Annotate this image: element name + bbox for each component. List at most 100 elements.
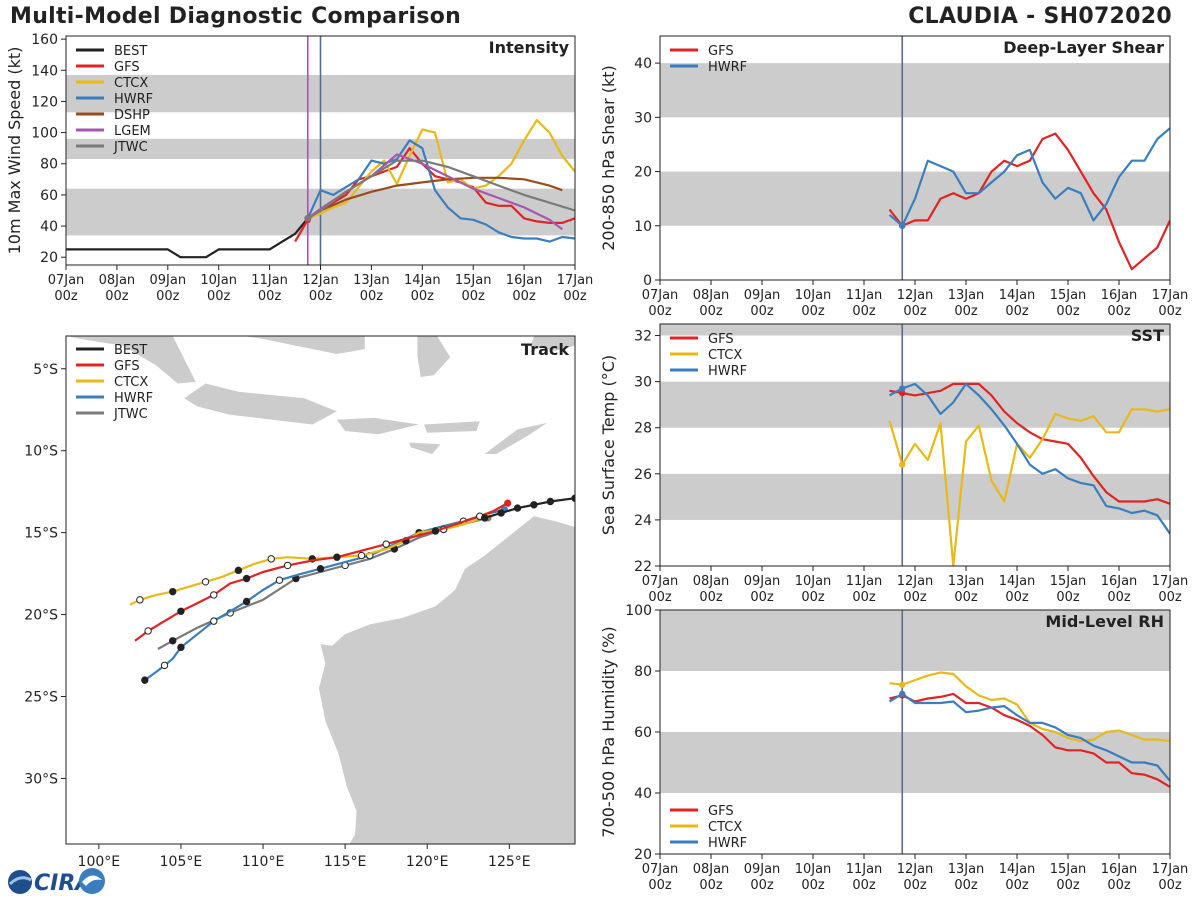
intensity-xtick-label: 00z [105, 289, 129, 304]
intensity-xtick-label: 00z [360, 289, 384, 304]
flores-island [423, 421, 480, 433]
sst-xtick-label: 07Jan [642, 574, 679, 589]
sst-xtick-label: 15Jan [1050, 574, 1087, 589]
track-point-hwrf [210, 617, 218, 625]
sst-ytick-label: 22 [634, 559, 652, 575]
intensity-xtick-label: 07Jan [48, 273, 85, 288]
sst-marker-gfs [899, 389, 906, 397]
shear-xtick-label: 00z [1158, 304, 1182, 319]
track-xtick-label: 110°E [242, 854, 285, 870]
shear-xtick-label: 11Jan [846, 288, 883, 303]
sst-series-gfs [889, 382, 1170, 505]
track-point-gfs [177, 607, 185, 616]
track-point-gfs [283, 561, 292, 570]
track-point-jtwc [169, 637, 177, 645]
rh-series-ctcx [889, 671, 1170, 743]
sst-marker-hwrf [899, 385, 906, 392]
track-legend-label: HWRF [114, 391, 153, 406]
track-point-hwrf [242, 597, 251, 606]
track-point-hwrf [141, 676, 149, 684]
track-point-hwrf [316, 564, 325, 573]
sst-xtick-label: 00z [1107, 590, 1131, 605]
intensity-series-hwrf [306, 139, 575, 243]
shear-ytick-label: 30 [634, 110, 652, 126]
track-point-ctcx [169, 587, 177, 596]
track-point-best [546, 497, 555, 506]
track-point-hwrf [275, 576, 284, 584]
rh-ylabel: 700-500 hPa Humidity (%) [599, 626, 618, 837]
intensity-series-dshp [307, 176, 563, 220]
sst-xtick-label: 14Jan [999, 574, 1036, 589]
intensity-legend-label: JTWC [113, 140, 148, 155]
sst-xtick-label: 00z [903, 590, 927, 605]
intensity-xtick-label: 00z [207, 289, 231, 304]
bali-lombok-islands [336, 417, 419, 435]
rh-xtick-label: 00z [1107, 878, 1131, 893]
rh-title: Mid-Level RH [1045, 612, 1164, 631]
sst-series-hwrf [888, 382, 1170, 535]
sst-xtick-label: 00z [648, 590, 672, 605]
rh-band [660, 732, 1170, 793]
track-xtick-label: 105°E [160, 854, 203, 870]
track-point-gfs [144, 627, 152, 635]
logo-globe-icon [8, 870, 32, 894]
shear-xtick-label: 15Jan [1050, 288, 1087, 303]
shear-xtick-label: 08Jan [693, 288, 730, 303]
sst-xtick-label: 00z [699, 590, 723, 605]
track-point-gfs [210, 591, 218, 599]
shear-xtick-label: 07Jan [642, 288, 679, 303]
rh-ytick-label: 40 [634, 786, 652, 802]
sst-title: SST [1131, 326, 1164, 345]
intensity-ytick-label: 160 [31, 32, 58, 48]
shear-ytick-label: 40 [634, 56, 652, 72]
shear-series-hwrf [888, 127, 1170, 227]
banda-islands [530, 336, 575, 351]
shear-xtick-label: 10Jan [795, 288, 832, 303]
rh-marker-hwrf [899, 690, 906, 698]
sst-xtick-label: 00z [750, 590, 774, 605]
rh-marker-ctcx [899, 681, 906, 688]
track-xtick-label: 125°E [488, 854, 531, 870]
shear-xtick-label: 00z [1005, 304, 1029, 319]
java-island [184, 383, 337, 425]
shear-xtick-label: 12Jan [897, 288, 934, 303]
shear-xtick-label: 00z [648, 304, 672, 319]
rh-xtick-label: 00z [801, 878, 825, 893]
intensity-xtick-label: 17Jan [557, 273, 594, 288]
shear-ytick-label: 0 [643, 273, 652, 289]
sst-plot-area [660, 324, 1170, 566]
sst-xtick-label: 16Jan [1101, 574, 1138, 589]
sulawesi-island [417, 336, 451, 377]
rh-xtick-label: 09Jan [744, 862, 781, 877]
rh-legend-label: CTCX [708, 820, 742, 835]
intensity-panel: 2040608010012014016007Jan00z08Jan00z09Ja… [5, 32, 593, 304]
track-start-gfs [504, 499, 512, 507]
track-panel: 100°E 105°E 110°E 115°E 120°E 125°E 5°S 10°S 15°… [24, 335, 576, 870]
track-ytick-label: 25°S [24, 690, 58, 706]
track-legend-label: CTCX [114, 375, 148, 390]
intensity-xtick-label: 00z [512, 289, 536, 304]
rh-xtick-label: 17Jan [1152, 862, 1189, 877]
intensity-xtick-label: 08Jan [99, 273, 136, 288]
intensity-legend-label: DSHP [114, 108, 150, 123]
sst-panel: 22242628303207Jan00z08Jan00z09Jan00z10Ja… [599, 323, 1188, 605]
shear-legend-label: HWRF [708, 60, 747, 75]
rh-xtick-label: 00z [699, 878, 723, 893]
intensity-legend-label: GFS [114, 60, 140, 75]
figure-title: Multi-Model Diagnostic Comparison [10, 4, 462, 29]
rh-xtick-label: 00z [1056, 878, 1080, 893]
sst-ytick-label: 24 [634, 513, 652, 529]
rh-xtick-label: 00z [648, 878, 672, 893]
shear-xtick-label: 13Jan [948, 288, 985, 303]
intensity-legend-label: CTCX [114, 76, 148, 91]
sst-xtick-label: 00z [954, 590, 978, 605]
shear-xtick-label: 00z [750, 304, 774, 319]
rh-xtick-label: 16Jan [1101, 862, 1138, 877]
track-xtick-label: 100°E [78, 854, 121, 870]
intensity-xtick-label: 00z [563, 289, 587, 304]
track-point-ctcx [357, 551, 366, 560]
rh-xtick-label: 00z [954, 878, 978, 893]
intensity-xtick-label: 14Jan [404, 273, 441, 288]
